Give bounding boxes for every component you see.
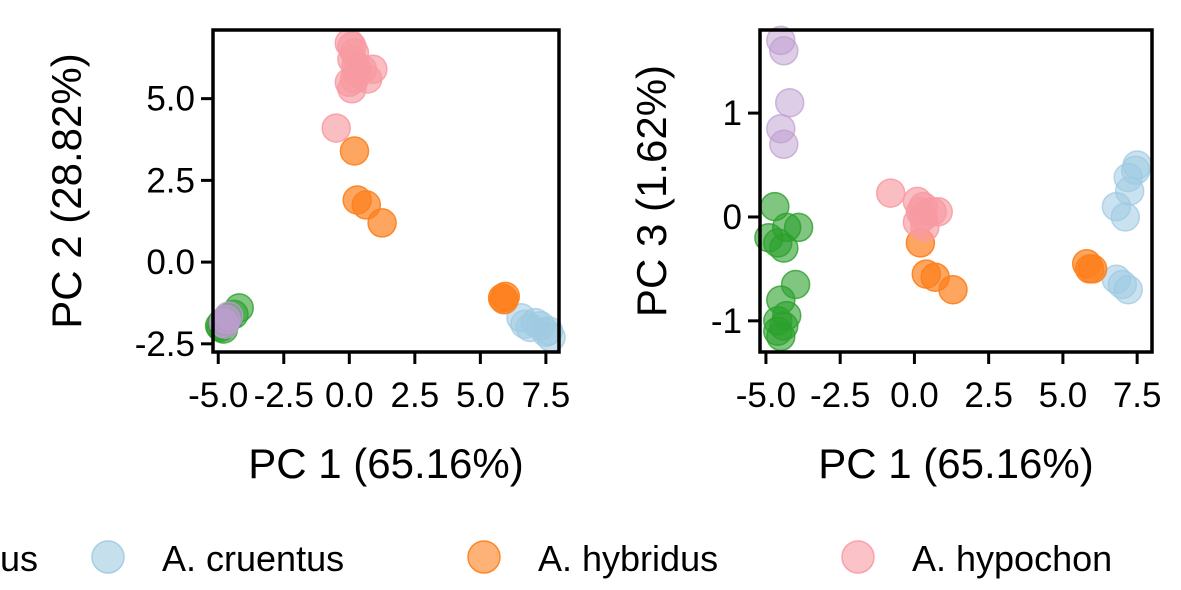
data-point-pink xyxy=(923,197,953,227)
data-points xyxy=(204,28,566,353)
legend-entry-blue: A. cruentus xyxy=(91,538,344,579)
y-tick-label: -1 xyxy=(711,302,742,341)
data-point-blue xyxy=(1110,202,1141,232)
legend-marker xyxy=(467,540,501,574)
data-point-blue xyxy=(533,316,564,346)
legend-label: A. cruentus xyxy=(162,538,344,579)
x-tick-label: 5.0 xyxy=(1039,376,1088,415)
legend-marker xyxy=(91,540,125,574)
pc1-pc2-scatter-panel: -5.0 -2.5 0.0 2.5 5.0 7.5-2.50.02.55.0PC 1 (6… xyxy=(43,28,571,487)
x-tick-label: 7.5 xyxy=(1113,376,1162,415)
y-axis-label: PC 3 (1.62%) xyxy=(628,65,675,317)
data-points xyxy=(754,25,1152,352)
legend-label: A. hypochon xyxy=(912,538,1112,579)
data-point-orange xyxy=(367,208,397,238)
x-axis-label: PC 1 (65.16%) xyxy=(248,440,523,487)
x-tick-label: 2.5 xyxy=(964,376,1013,415)
y-axis-label: PC 2 (28.82%) xyxy=(43,53,90,328)
data-point-orange xyxy=(339,136,370,166)
y-tick-label: 5.0 xyxy=(146,80,195,119)
legend-entry-purple: us xyxy=(0,538,38,579)
data-point-blue xyxy=(1113,274,1143,305)
legend-marker xyxy=(841,540,875,574)
data-point-purple xyxy=(769,36,799,66)
data-point-purple xyxy=(769,129,799,160)
data-point-orange xyxy=(1077,254,1108,284)
x-tick-label: -2.5 xyxy=(810,376,870,415)
legend-label: us xyxy=(0,538,38,579)
axes-frame xyxy=(758,28,1154,354)
x-tick-label: 2.5 xyxy=(391,376,440,415)
data-point-pink xyxy=(358,54,388,84)
data-point-pink xyxy=(334,67,365,98)
y-tick-label: 0.0 xyxy=(146,243,195,282)
axes-frame xyxy=(211,28,561,354)
x-tick-label: -5.0 xyxy=(736,376,796,415)
data-point-pink xyxy=(321,113,351,143)
x-tick-label: 7.5 xyxy=(522,376,571,415)
data-point-purple xyxy=(210,309,240,339)
x-tick-label: 0.0 xyxy=(890,376,939,415)
x-tick-label: -5.0 xyxy=(188,376,248,415)
y-tick-label: 0 xyxy=(723,198,742,237)
data-point-orange xyxy=(938,274,968,305)
y-tick-label: -2.5 xyxy=(135,325,195,364)
legend-entry-pink: A. hypochon xyxy=(841,538,1112,579)
x-axis-label: PC 1 (65.16%) xyxy=(818,440,1093,487)
x-tick-label: -2.5 xyxy=(254,376,314,415)
data-point-green xyxy=(769,233,799,263)
legend-label: A. hybridus xyxy=(538,538,718,579)
data-point-pink xyxy=(875,178,906,208)
legend-entry-orange: A. hybridus xyxy=(467,538,718,579)
x-tick-label: 0.0 xyxy=(325,376,374,415)
data-point-orange xyxy=(490,281,521,312)
species-legend: us A. cruentus A. hybridus A. hypochon xyxy=(0,538,1112,579)
x-tick-label: 5.0 xyxy=(456,376,505,415)
pc1-pc3-scatter-panel: -5.0 -2.5 0.0 2.5 5.0 7.5 -1 0 1 PC 1 (65.16%) PC … xyxy=(628,25,1162,487)
data-point-purple xyxy=(774,87,805,118)
y-tick-label: 2.5 xyxy=(146,161,195,200)
y-tick-label: 1 xyxy=(723,94,742,133)
data-point-green xyxy=(766,321,796,352)
